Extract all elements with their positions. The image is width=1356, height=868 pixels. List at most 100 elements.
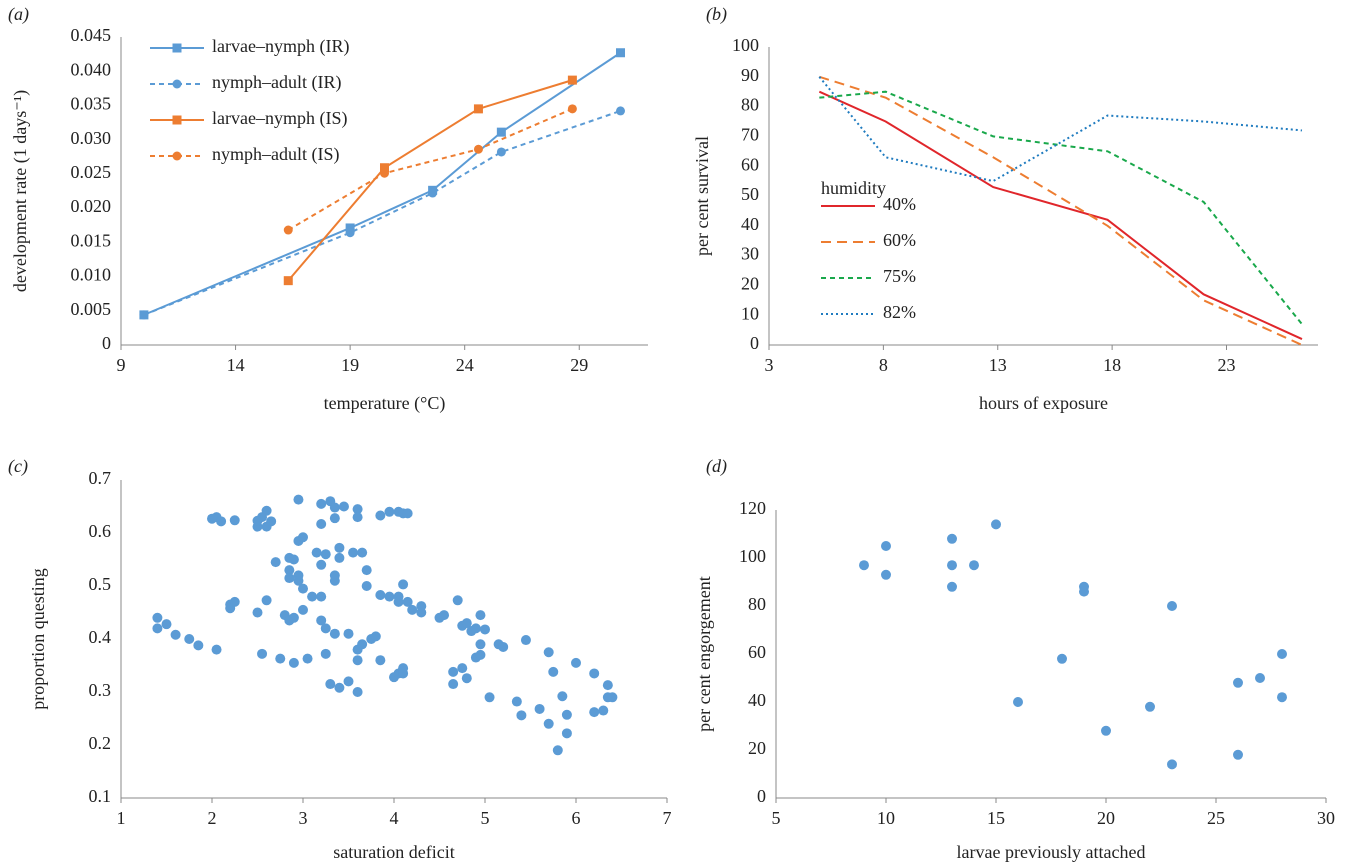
x-tick-label: 25: [1207, 808, 1225, 828]
point: [571, 657, 581, 668]
point: [375, 590, 386, 601]
point: [598, 705, 609, 716]
point: [229, 515, 240, 526]
panel-label: (a): [8, 4, 29, 25]
point: [475, 649, 486, 660]
point: [534, 703, 545, 714]
point: [334, 682, 345, 693]
marker: [496, 147, 506, 157]
point: [552, 745, 563, 756]
legend-title: humidity: [821, 178, 886, 198]
point: [357, 639, 368, 650]
point: [184, 634, 195, 644]
point: [607, 692, 618, 703]
point: [229, 596, 240, 607]
x-tick-label: 5: [772, 808, 781, 828]
marker: [139, 310, 149, 320]
point: [293, 494, 304, 505]
y-axis-title: per cent engorgement: [694, 576, 714, 732]
point: [352, 512, 363, 523]
point: [480, 624, 490, 635]
point: [448, 666, 459, 677]
point: [320, 648, 331, 659]
y-tick-label: 40: [748, 690, 766, 710]
point: [398, 663, 409, 674]
y-tick-label: 80: [748, 594, 766, 614]
marker: [380, 168, 389, 178]
x-tick-label: 15: [987, 808, 1005, 828]
point: [325, 679, 336, 690]
point: [193, 640, 204, 651]
x-axis-title: saturation deficit: [333, 842, 454, 862]
legend-label: nymph–adult (IR): [212, 72, 341, 93]
y-axis-title: development rate (1 days⁻¹): [10, 90, 31, 292]
point: [298, 583, 308, 594]
x-tick-label: 20: [1097, 808, 1115, 828]
point: [266, 516, 277, 527]
y-tick-label: 0.045: [71, 25, 112, 45]
point: [561, 728, 572, 739]
marker: [283, 225, 293, 235]
point: [589, 707, 600, 718]
point: [316, 559, 327, 570]
x-tick-label: 19: [341, 355, 359, 375]
legend-label: larvae–nymph (IR): [212, 36, 349, 57]
point: [348, 547, 359, 558]
point: [370, 631, 381, 642]
y-tick-label: 90: [741, 65, 759, 85]
point: [152, 623, 163, 634]
point: [881, 541, 891, 551]
point: [343, 676, 354, 687]
point: [375, 655, 386, 666]
x-tick-label: 29: [570, 355, 588, 375]
point: [361, 565, 372, 576]
point: [261, 595, 272, 606]
point: [329, 513, 340, 524]
y-tick-label: 0.020: [71, 196, 112, 216]
point: [384, 591, 395, 602]
y-tick-label: 0.025: [71, 162, 112, 182]
point: [216, 516, 227, 527]
point: [316, 498, 327, 509]
y-tick-label: 30: [741, 244, 759, 264]
y-tick-label: 0.005: [71, 299, 112, 319]
point: [361, 581, 372, 591]
point: [334, 552, 345, 563]
marker: [428, 188, 438, 198]
y-tick-label: 0.2: [89, 733, 112, 753]
legend-marker: [172, 43, 182, 53]
y-tick-label: 60: [748, 642, 766, 662]
point: [343, 628, 354, 639]
y-tick-label: 100: [739, 546, 766, 566]
legend-marker: [172, 151, 182, 161]
point: [516, 710, 527, 721]
point: [288, 612, 299, 623]
marker: [473, 104, 483, 114]
point: [329, 502, 340, 513]
point: [1167, 601, 1177, 611]
y-tick-label: 0.5: [89, 574, 112, 594]
point: [170, 629, 181, 640]
y-tick-label: 0.030: [71, 128, 112, 148]
y-tick-label: 20: [741, 274, 759, 294]
point: [511, 696, 522, 707]
y-tick-label: 0.040: [71, 59, 112, 79]
point: [338, 501, 349, 512]
series-line: [143, 109, 621, 316]
x-tick-label: 3: [765, 355, 774, 375]
point: [484, 692, 495, 703]
y-tick-label: 0.6: [89, 521, 112, 541]
y-tick-label: 0: [757, 786, 766, 806]
x-tick-label: 7: [663, 808, 672, 828]
point: [859, 560, 869, 571]
point: [284, 565, 295, 576]
point: [520, 635, 531, 646]
point: [316, 518, 327, 529]
point: [357, 547, 368, 558]
marker: [616, 106, 626, 116]
marker: [380, 163, 389, 173]
x-tick-label: 14: [227, 355, 245, 375]
x-tick-label: 5: [481, 808, 490, 828]
point: [548, 666, 559, 677]
